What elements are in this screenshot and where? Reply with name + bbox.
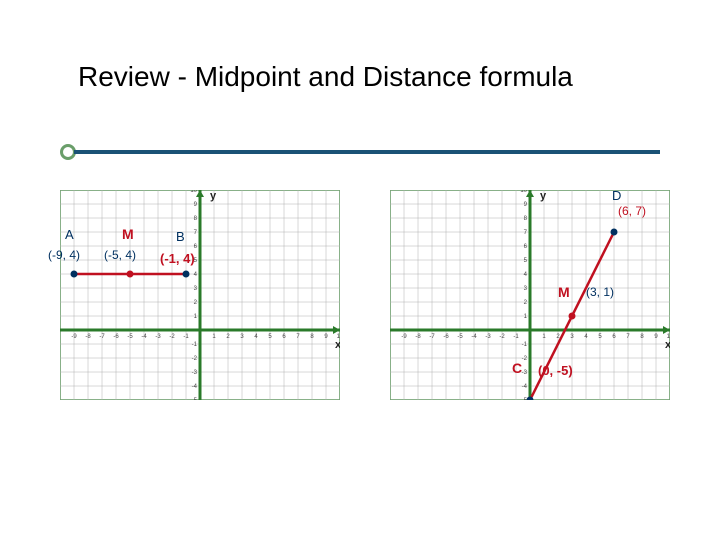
svg-text:-4: -4 — [522, 384, 528, 390]
horizontal-rule — [74, 150, 660, 154]
svg-text:-6: -6 — [443, 334, 449, 340]
svg-text:-5: -5 — [457, 334, 463, 340]
svg-text:-1: -1 — [183, 334, 189, 340]
svg-text:-4: -4 — [192, 384, 198, 390]
svg-text:x: x — [665, 339, 670, 351]
svg-text:-9: -9 — [401, 334, 407, 340]
svg-text:-6: -6 — [113, 334, 119, 340]
svg-text:-4: -4 — [471, 334, 477, 340]
svg-text:10: 10 — [190, 190, 197, 194]
svg-text:-9: -9 — [71, 334, 77, 340]
graph-left: -9-8-7-6-5-4-3-2-112345678910-5-4-3-2-11… — [60, 190, 340, 420]
svg-text:-3: -3 — [485, 334, 491, 340]
svg-text:-1: -1 — [192, 342, 198, 348]
grid-left: -9-8-7-6-5-4-3-2-112345678910-5-4-3-2-11… — [60, 190, 340, 400]
graphs-row: -9-8-7-6-5-4-3-2-112345678910-5-4-3-2-11… — [60, 190, 670, 420]
slide: Review - Midpoint and Distance formula -… — [0, 0, 720, 540]
svg-text:-5: -5 — [192, 398, 198, 400]
svg-text:-7: -7 — [429, 334, 435, 340]
svg-text:-2: -2 — [522, 356, 528, 362]
divider — [60, 148, 660, 156]
svg-text:-2: -2 — [499, 334, 505, 340]
svg-text:x: x — [335, 339, 340, 351]
svg-text:y: y — [210, 190, 217, 202]
svg-text:-3: -3 — [522, 370, 528, 376]
graph-right: -9-8-7-6-5-4-3-2-112345678910-5-4-3-2-11… — [390, 190, 670, 420]
svg-text:-8: -8 — [85, 334, 91, 340]
svg-text:-2: -2 — [169, 334, 175, 340]
page-title: Review - Midpoint and Distance formula — [78, 60, 573, 94]
svg-text:-1: -1 — [513, 334, 519, 340]
svg-text:-7: -7 — [99, 334, 105, 340]
svg-text:-3: -3 — [155, 334, 161, 340]
svg-text:-3: -3 — [192, 370, 198, 376]
svg-text:-8: -8 — [415, 334, 421, 340]
svg-text:-2: -2 — [192, 356, 198, 362]
svg-text:-5: -5 — [127, 334, 133, 340]
svg-text:y: y — [540, 190, 547, 202]
svg-text:-1: -1 — [522, 342, 528, 348]
grid-right: -9-8-7-6-5-4-3-2-112345678910-5-4-3-2-11… — [390, 190, 670, 400]
svg-text:10: 10 — [520, 190, 527, 194]
svg-text:-4: -4 — [141, 334, 147, 340]
